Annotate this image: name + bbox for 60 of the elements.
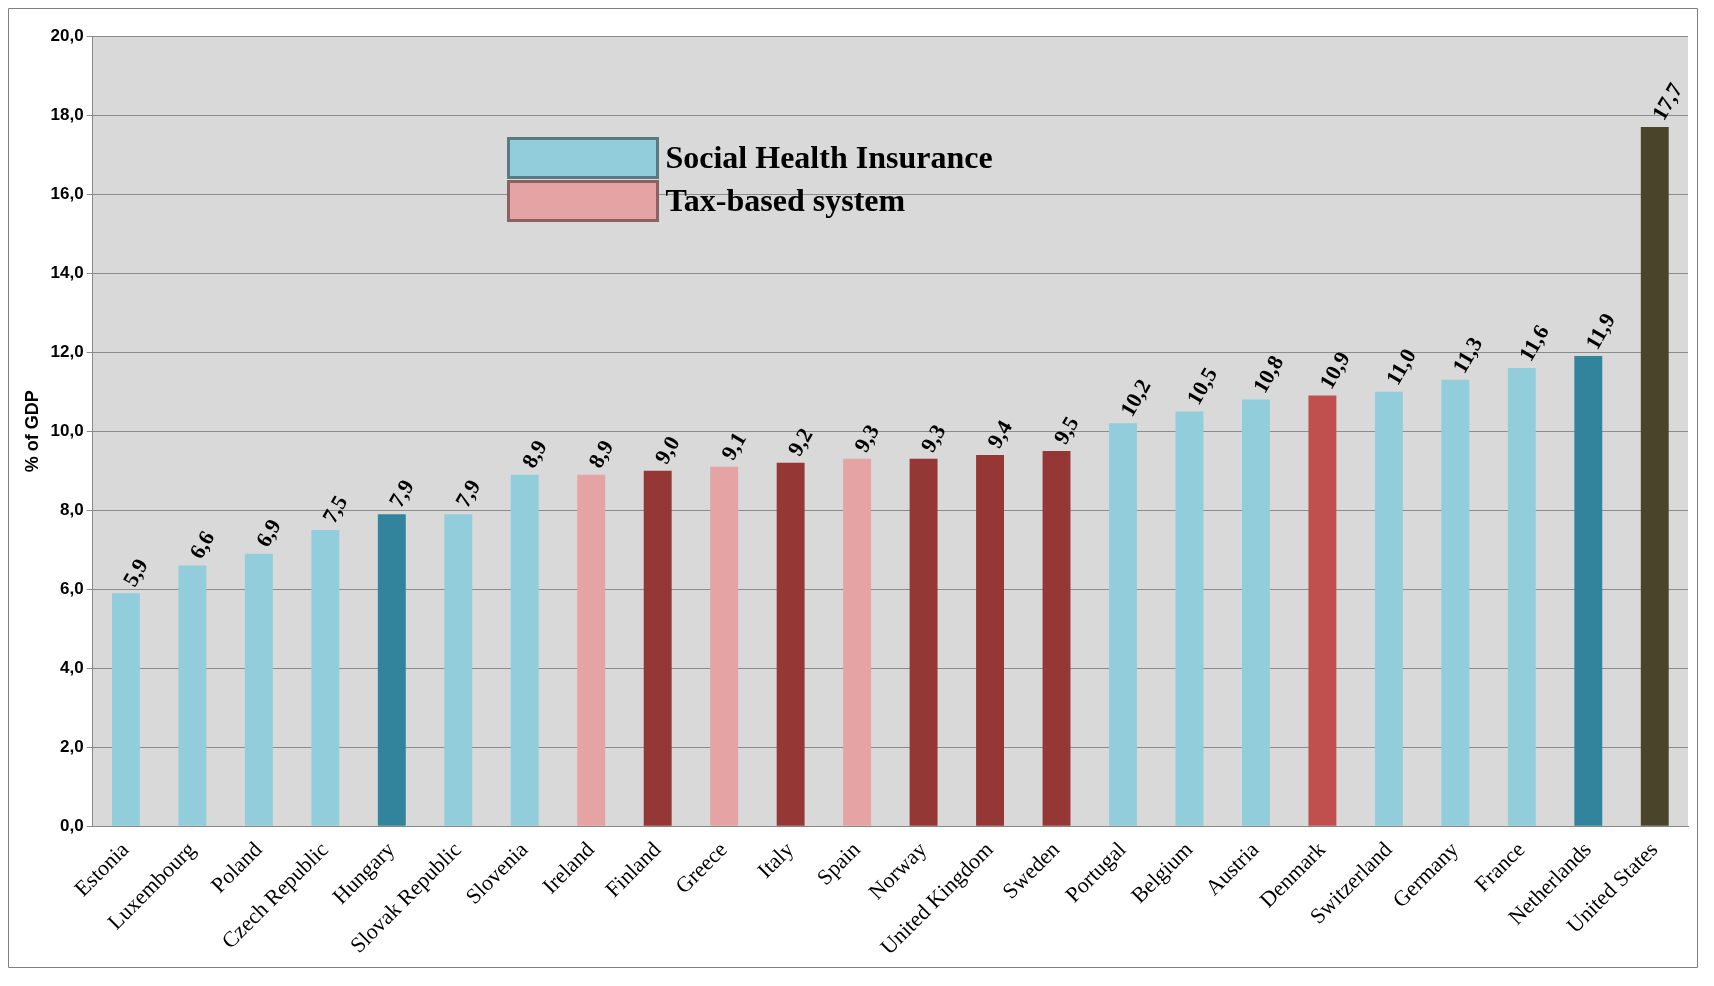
bar <box>1109 423 1137 826</box>
bar <box>1507 367 1536 826</box>
data-label: 8,9 <box>582 435 619 472</box>
data-label: 9,3 <box>848 419 885 457</box>
y-tick-label: 18,0 <box>50 104 84 124</box>
data-label: 6,9 <box>250 514 286 552</box>
data-label: 10,9 <box>1314 347 1355 393</box>
x-tick-label: Italy <box>752 836 799 883</box>
data-label: 9,3 <box>915 419 951 457</box>
bar <box>377 514 406 826</box>
data-label: 9,4 <box>981 415 1018 453</box>
y-axis-title: % of GDP <box>21 390 42 473</box>
bar <box>1640 126 1669 826</box>
bar <box>909 458 938 826</box>
bar <box>510 474 539 826</box>
data-label: 11,3 <box>1446 332 1488 378</box>
bar <box>776 462 805 826</box>
y-tick-label: 14,0 <box>50 262 84 282</box>
bar <box>577 474 606 826</box>
bar <box>1574 356 1603 826</box>
y-tick-label: 0,0 <box>60 816 84 836</box>
data-label: 7,5 <box>316 491 353 528</box>
data-label: 5,9 <box>117 554 153 591</box>
bar <box>1042 450 1071 826</box>
y-tick-label: 20,0 <box>50 25 84 45</box>
bar <box>1308 395 1337 826</box>
data-label: 9,5 <box>1048 411 1084 449</box>
legend-label: Social Health Insurance <box>665 139 993 176</box>
data-label: 11,0 <box>1380 344 1421 389</box>
y-tick-label: 10,0 <box>50 420 84 440</box>
data-label: 9,1 <box>715 427 752 465</box>
bar <box>843 458 872 826</box>
y-tick-label: 16,0 <box>50 183 84 203</box>
bar <box>311 529 340 826</box>
y-tick-label: 6,0 <box>60 578 84 598</box>
y-tick-label: 4,0 <box>60 657 84 677</box>
y-tick-label: 8,0 <box>60 499 84 519</box>
y-tick-label: 12,0 <box>50 341 84 361</box>
bar <box>1241 399 1270 826</box>
bar <box>111 593 140 826</box>
legend-label: Tax-based system <box>665 182 906 219</box>
data-label: 10,8 <box>1247 351 1289 397</box>
bar <box>1374 391 1403 826</box>
data-label: 9,2 <box>782 423 818 461</box>
bar <box>1441 379 1470 826</box>
data-label: 7,9 <box>383 475 419 512</box>
bar <box>178 565 207 826</box>
bar <box>643 470 672 826</box>
bar <box>710 466 739 826</box>
data-label: 9,0 <box>649 431 685 469</box>
bar <box>244 553 273 826</box>
data-label: 11,6 <box>1513 320 1554 366</box>
data-label: 6,6 <box>184 526 220 563</box>
data-label: 7,9 <box>449 475 486 512</box>
data-label: 11,9 <box>1579 308 1621 354</box>
bar <box>976 454 1005 826</box>
y-tick-label: 2,0 <box>60 736 84 756</box>
bar <box>1175 411 1204 826</box>
bar <box>444 514 473 826</box>
data-label: 8,9 <box>516 435 552 472</box>
